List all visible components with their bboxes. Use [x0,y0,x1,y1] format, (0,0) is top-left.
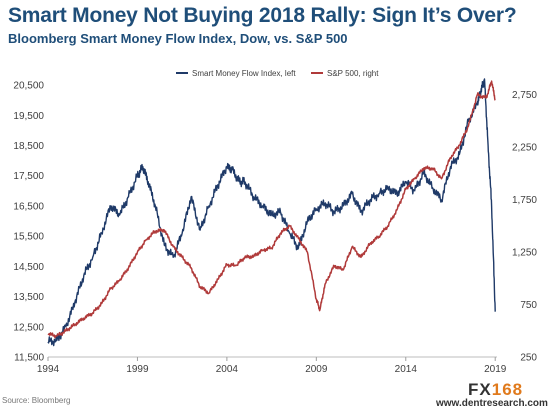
y-right-tick-label: 2,250 [512,143,537,154]
y-right-tick-label: 250 [520,353,537,364]
y-left-tick-label: 15,500 [13,232,44,243]
x-tick-label: 1994 [37,364,60,375]
y-left-tick-label: 20,500 [13,81,44,92]
series-line-sp500 [47,80,496,339]
logo-prefix: FX [468,380,492,399]
series-line-smart-money [47,78,496,347]
y-left-tick-label: 11,500 [14,353,44,364]
legend-label: Smart Money Flow Index, left [192,69,296,78]
y-right-tick-label: 2,750 [512,90,537,101]
legend: Smart Money Flow Index, left S&P 500, rig… [176,69,379,78]
y-right-tick-label: 1,750 [512,195,537,206]
y-left-tick-label: 13,500 [13,292,44,303]
source-note: Source: Bloomberg [2,396,71,405]
chart-subtitle: Bloomberg Smart Money Flow Index, Dow, v… [8,31,348,46]
axes: 1994 1999 2004 2009 2014 2019 11,500 12,500 13,5… [13,81,537,375]
x-tick-label: 2009 [305,364,328,375]
y-left-tick-label: 16,500 [13,201,44,212]
fx168-logo: FX168 [468,380,523,400]
y-right-tick-label: 750 [520,300,537,311]
y-left-tick-label: 12,500 [13,322,44,333]
y-left-tick-label: 18,500 [13,141,44,152]
legend-label: S&P 500, right [327,69,379,78]
x-tick-label: 2019 [484,364,507,375]
y-right-tick-label: 1,250 [512,248,537,259]
y-left-tick-label: 19,500 [13,111,44,122]
y-left-tick-label: 14,500 [13,262,44,273]
series-layer [47,78,496,347]
x-tick-label: 2004 [216,364,239,375]
website-link[interactable]: www.dentresearch.com [436,398,548,409]
y-left-tick-label: 17,500 [13,171,44,182]
chart-title: Smart Money Not Buying 2018 Rally: Sign … [8,4,517,27]
logo-suffix: 168 [491,380,524,399]
x-tick-label: 1999 [126,364,149,375]
x-tick-label: 2014 [395,364,418,375]
